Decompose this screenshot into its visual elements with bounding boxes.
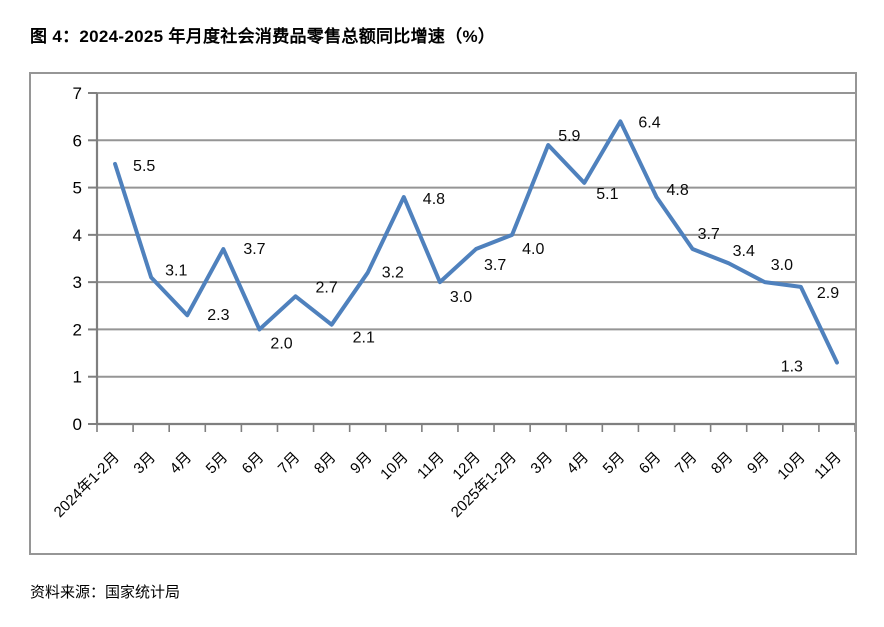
y-tick-label: 0 <box>73 415 82 434</box>
data-label: 3.0 <box>450 289 472 306</box>
y-tick-label: 5 <box>73 179 82 198</box>
x-tick-label: 3月 <box>527 449 556 478</box>
x-tick-label: 2025年1-2月 <box>448 449 520 521</box>
x-tick-label: 6月 <box>239 449 268 478</box>
x-tick-label: 7月 <box>275 449 304 478</box>
x-tick-label: 9月 <box>744 449 773 478</box>
y-tick-label: 4 <box>73 226 82 245</box>
data-label: 4.8 <box>423 191 445 208</box>
data-label: 3.2 <box>382 265 404 282</box>
data-label: 2.9 <box>817 285 839 302</box>
data-label: 3.7 <box>243 241 265 258</box>
data-label: 2.7 <box>316 279 338 296</box>
data-label: 2.1 <box>353 330 375 347</box>
x-tick-label: 9月 <box>347 449 376 478</box>
data-label: 5.9 <box>558 128 580 145</box>
data-label: 5.1 <box>596 186 618 203</box>
x-tick-label: 7月 <box>672 449 701 478</box>
y-tick-label: 3 <box>73 273 82 292</box>
x-tick-label: 2024年1-2月 <box>51 449 123 521</box>
y-tick-label: 7 <box>73 84 82 103</box>
data-label: 6.4 <box>638 114 660 131</box>
source-note: 资料来源：国家统计局 <box>30 584 181 601</box>
x-tick-label: 10月 <box>377 449 411 483</box>
data-label: 3.7 <box>698 226 720 243</box>
data-label: 3.0 <box>771 257 793 274</box>
x-tick-label: 8月 <box>708 449 737 478</box>
x-tick-label: 6月 <box>636 449 665 478</box>
x-tick-label: 4月 <box>167 449 196 478</box>
y-tick-label: 6 <box>73 131 82 150</box>
data-label: 5.5 <box>133 158 155 175</box>
data-label: 3.7 <box>484 257 506 274</box>
y-tick-label: 2 <box>73 320 82 339</box>
x-tick-label: 11月 <box>811 449 845 483</box>
y-tick-label: 1 <box>73 368 82 387</box>
data-label: 4.8 <box>666 182 688 199</box>
data-label: 3.1 <box>165 262 187 279</box>
x-tick-label: 4月 <box>564 449 593 478</box>
figure-title: 图 4：2024-2025 年月度社会消费品零售总额同比增速（%） <box>30 27 496 46</box>
chart-frame: 0 1 2 3 4 5 6 7 5.5 3.1 2.3 3.7 2.0 2.7 2.1 3.2 4.8 3.0 3.… <box>29 72 857 555</box>
data-label: 4.0 <box>522 241 544 258</box>
data-label: 2.3 <box>207 307 229 324</box>
x-tick-label: 3月 <box>130 449 159 478</box>
x-tick-label: 5月 <box>203 449 232 478</box>
series-line <box>113 119 839 365</box>
x-tick-label: 10月 <box>774 449 808 483</box>
data-label: 1.3 <box>781 359 803 376</box>
chart-svg: 0 1 2 3 4 5 6 7 5.5 3.1 2.3 3.7 2.0 2.7 2.1 3.2 4.8 3.0 3.… <box>51 84 855 521</box>
data-label: 2.0 <box>270 335 292 352</box>
x-tick-label: 8月 <box>311 449 340 478</box>
x-tick-label: 5月 <box>600 449 629 478</box>
data-label: 3.4 <box>733 243 755 260</box>
x-tick-label: 11月 <box>414 449 448 483</box>
